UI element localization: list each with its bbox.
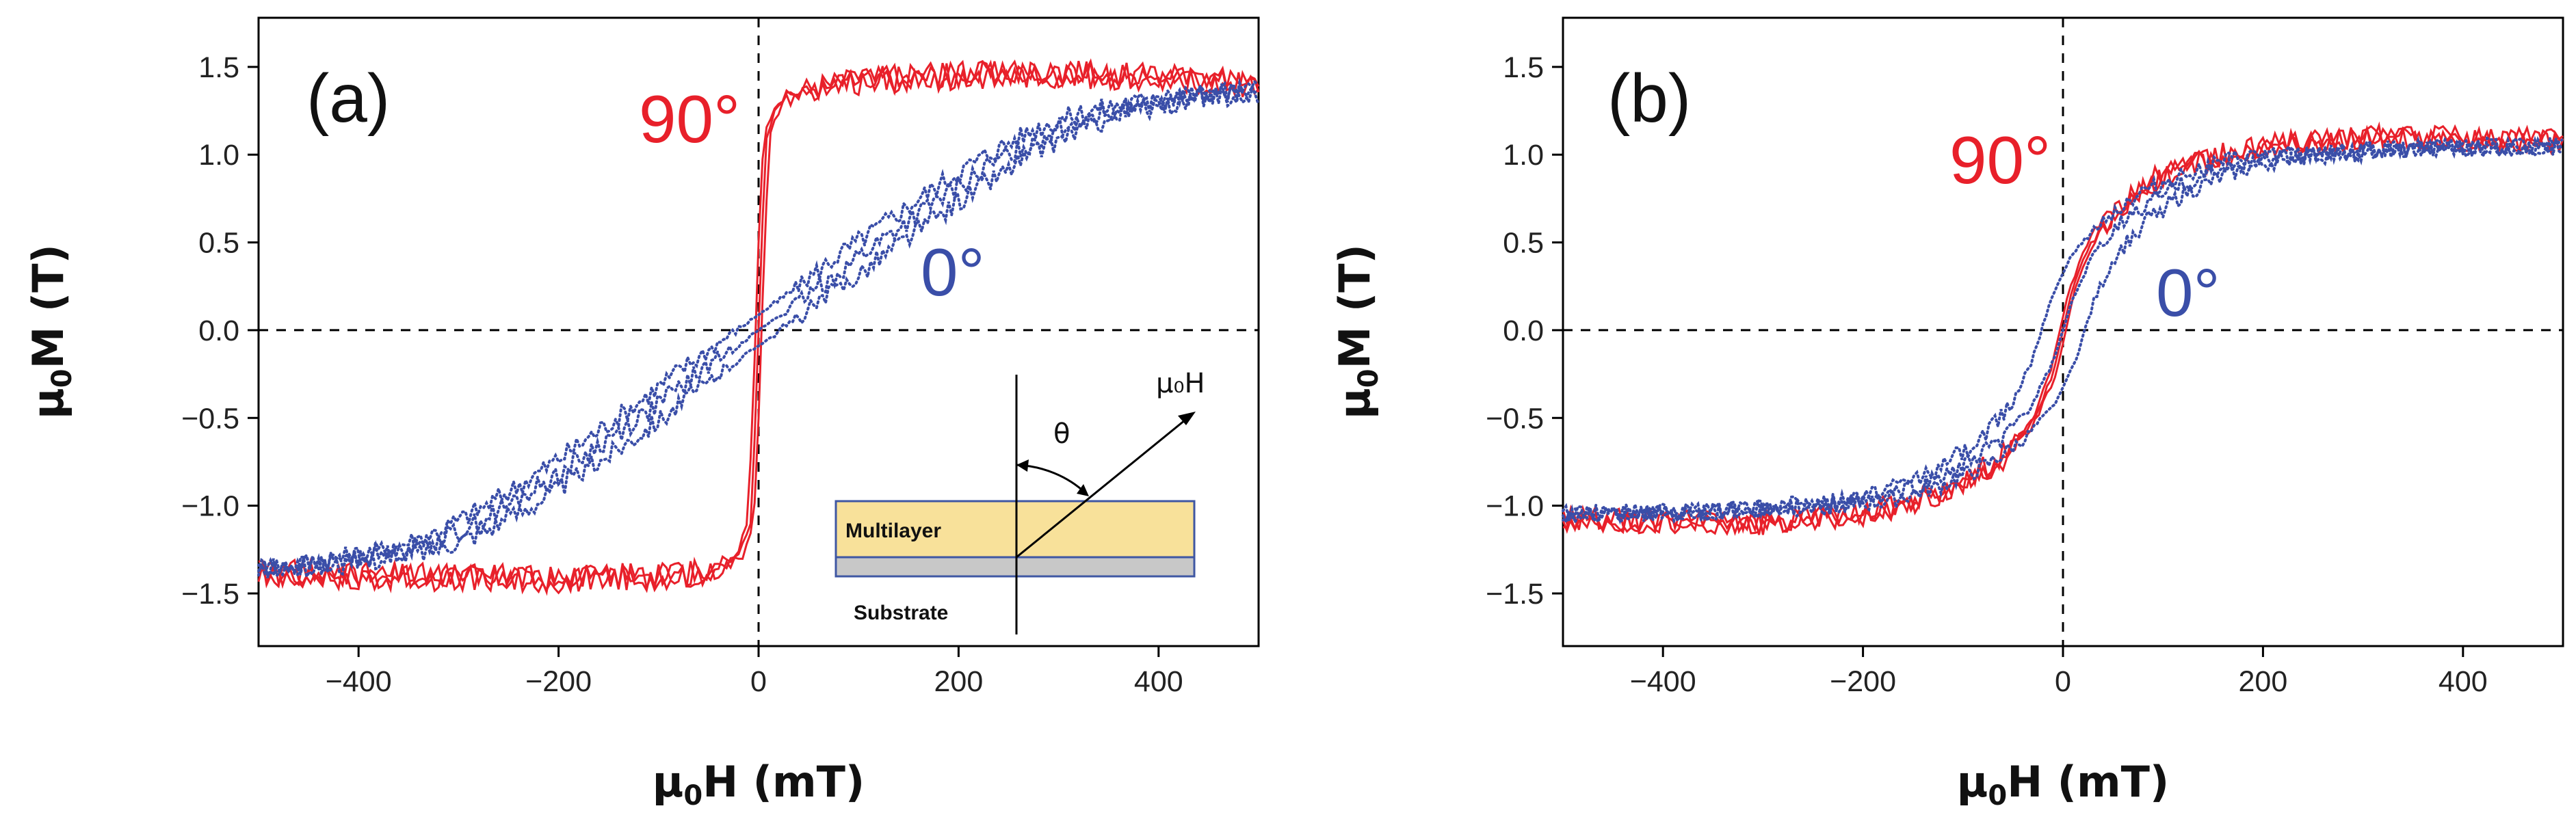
x-tick-label: −400	[326, 665, 392, 698]
y-tick-label: 0.5	[198, 227, 239, 260]
inset-multilayer-layer	[834, 500, 1196, 559]
panel-b-xlabel: μ0H (mT)	[1957, 757, 2170, 812]
series-0deg-branch	[257, 77, 1259, 580]
series-0deg-branch	[1562, 134, 2564, 526]
panel-b: −400 −200 0 200 400−1.5−1.0−0.50.00.51.01.5 …	[1330, 16, 2564, 812]
panel-a-ticks	[248, 66, 1160, 657]
inset-theta-label: θ	[1053, 418, 1070, 450]
series-0deg-branch	[1562, 135, 2564, 525]
series-0deg-branch	[257, 79, 1259, 579]
panel-b-annotation-red: 90°	[1949, 122, 2051, 198]
panel-a-ylabel: μ0M (T)	[23, 244, 78, 419]
inset-field-arrow	[1016, 416, 1190, 559]
y-tick-label: 1.5	[1503, 51, 1544, 84]
panel-b-annotation-blue: 0°	[2156, 255, 2220, 330]
series-90deg-branch	[1562, 124, 2564, 536]
inset-arc-arrowhead-left	[1016, 459, 1029, 472]
y-tick-label: −0.5	[181, 402, 239, 435]
panel-a-xlabel: μ0H (mT)	[653, 757, 865, 812]
x-tick-label: 200	[2239, 665, 2288, 698]
panel-a-annotation-red: 90°	[639, 81, 740, 157]
inset-substrate-label: Substrate	[854, 602, 948, 624]
inset-field-label: μ₀H	[1156, 368, 1205, 399]
panel-a-annotation-blue: 0°	[921, 235, 985, 310]
panel-a-label: (a)	[306, 60, 390, 137]
panel-a-tick-labels: −400 −200 0 200 400 −1.5 −1.0 −0.5 0.0 0.5 1.0 1.5	[181, 51, 1183, 698]
y-tick-label: −0.5	[1486, 402, 1544, 435]
panel-a: −400 −200 0 200 400−1.5−1.0−0.50.00.51.01.5 …	[23, 16, 1260, 812]
x-tick-label: 0	[750, 665, 767, 698]
inset-diagram: Multilayer Substrate θ μ₀H	[834, 368, 1205, 634]
series-90deg-branch	[257, 59, 1260, 595]
panel-b-ylabel: μ0M (T)	[1330, 244, 1384, 419]
inset-multilayer-label: Multilayer	[845, 520, 941, 542]
y-tick-label: −1.5	[1486, 578, 1544, 611]
series-90deg-branch	[1562, 124, 2564, 536]
y-tick-label: 1.0	[1503, 139, 1544, 172]
y-tick-label: 1.5	[198, 51, 239, 84]
panel-b-tick-labels: −400 −200 0 200 400 −1.5 −1.0 −0.5 0.0 0.5 1.0 1.5	[1486, 51, 2488, 698]
x-tick-label: 0	[2055, 665, 2071, 698]
panel-b-label: (b)	[1607, 60, 1691, 137]
x-tick-label: −400	[1630, 665, 1696, 698]
y-tick-label: 1.0	[198, 139, 239, 172]
series-0deg-branch	[257, 86, 1259, 581]
y-tick-label: −1.5	[181, 578, 239, 611]
y-tick-label: 0.5	[1503, 227, 1544, 260]
y-tick-label: 0.0	[1503, 314, 1544, 347]
inset-arc-arrowhead-right	[1077, 484, 1089, 496]
x-tick-label: 400	[1134, 665, 1183, 698]
y-tick-label: −1.0	[181, 490, 239, 523]
y-tick-label: −1.0	[1486, 490, 1544, 523]
panel-b-ticks	[1552, 66, 2465, 657]
x-tick-label: −200	[525, 665, 592, 698]
x-tick-label: −200	[1830, 665, 1896, 698]
inset-field-arrowhead	[1178, 412, 1196, 425]
y-tick-label: 0.0	[198, 314, 239, 347]
panel-b-series	[1562, 121, 2564, 536]
panel-a-series	[257, 58, 1260, 596]
x-tick-label: 200	[934, 665, 984, 698]
x-tick-label: 400	[2439, 665, 2488, 698]
inset-substrate-strip	[834, 556, 1196, 578]
